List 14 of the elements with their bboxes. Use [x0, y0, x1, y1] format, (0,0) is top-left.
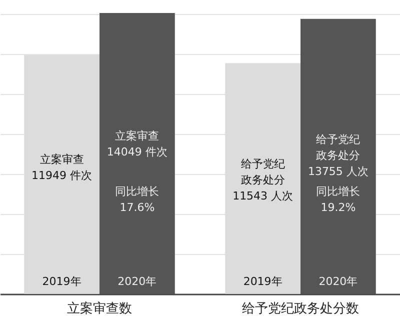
bar	[99, 13, 175, 294]
data-label: 给予党纪政务处分 13755 人次	[308, 132, 368, 178]
text: 2019年	[243, 275, 282, 288]
series-label: 2020年	[118, 275, 157, 288]
data-label: 立案审查 11949 件次	[32, 153, 92, 182]
data-label: 立案审查 14049 件次	[106, 130, 168, 159]
x-tick-label: 立案审查数	[66, 300, 132, 316]
series-label: 2019年	[42, 275, 82, 288]
data-label: 给予党纪政务处分 11543 人次	[232, 158, 294, 203]
annotation: 同比增长 19.2%	[316, 185, 360, 214]
annotation: 同比增长 17.6%	[115, 185, 160, 214]
x-tick-label: 给予党纪政务处分数	[242, 302, 360, 316]
bar	[300, 18, 376, 294]
text: 2020年	[318, 275, 358, 288]
